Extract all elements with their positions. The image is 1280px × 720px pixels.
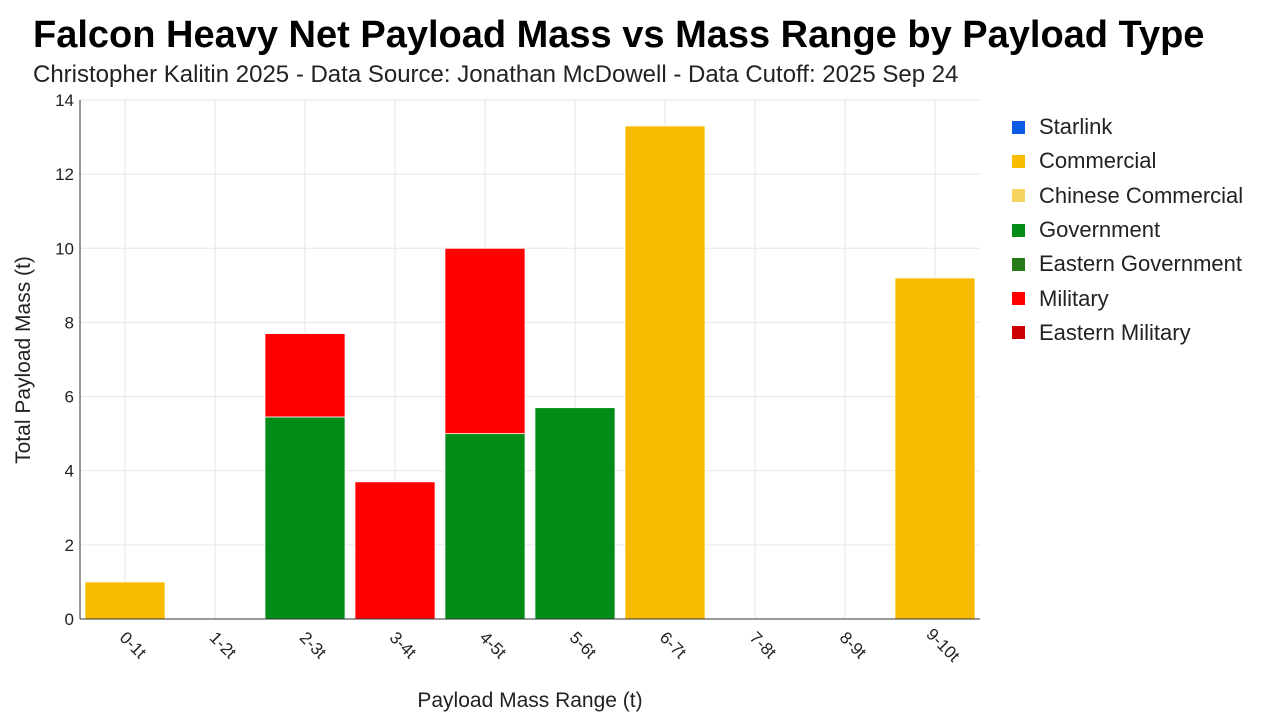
legend-label: Government	[1039, 217, 1161, 243]
legend-item[interactable]: Government	[1012, 213, 1243, 247]
x-axis-label: Payload Mass Range (t)	[417, 689, 642, 712]
legend-label: Chinese Commercial	[1039, 182, 1244, 208]
axes	[79, 100, 980, 620]
x-tick-label: 8-9t	[836, 628, 870, 662]
bar-segment	[444, 247, 526, 435]
legend-label: Eastern Government	[1039, 251, 1242, 277]
legend-swatch	[1012, 326, 1025, 340]
bar-segment	[264, 333, 346, 418]
legend-item[interactable]: Military	[1012, 281, 1243, 315]
x-tick-label: 4-5t	[476, 628, 510, 662]
x-tick-label: 6-7t	[656, 628, 690, 662]
y-tick-label: 14	[55, 91, 74, 110]
y-tick-label: 10	[55, 239, 74, 258]
legend-label: Starlink	[1039, 114, 1113, 140]
legend-item[interactable]: Starlink	[1012, 110, 1243, 144]
legend-label: Military	[1039, 285, 1109, 311]
bar-segment	[624, 125, 706, 620]
x-tick-label: 2-3t	[296, 628, 330, 662]
legend-swatch	[1012, 154, 1025, 168]
bar-segment	[534, 407, 616, 620]
legend-label: Eastern Military	[1039, 319, 1191, 345]
legend-label: Commercial	[1039, 148, 1157, 174]
x-tick-label: 3-4t	[386, 628, 420, 662]
legend-item[interactable]: Chinese Commercial	[1012, 179, 1243, 213]
legend-swatch	[1012, 292, 1025, 306]
y-tick-label: 12	[55, 165, 74, 184]
chart-subtitle: Christopher Kalitin 2025 - Data Source: …	[33, 61, 959, 88]
y-tick-label: 6	[65, 388, 74, 407]
x-tick-label: 5-6t	[566, 628, 600, 662]
x-tick-label: 1-2t	[206, 628, 240, 662]
chart-title: Falcon Heavy Net Payload Mass vs Mass Ra…	[33, 14, 1205, 56]
grid-lines	[80, 99, 980, 619]
bar-segment	[444, 433, 526, 620]
x-tick-label: 7-8t	[746, 628, 780, 662]
y-tick-label: 0	[65, 610, 74, 629]
legend-item[interactable]: Eastern Military	[1012, 316, 1243, 350]
y-tick-label: 8	[65, 313, 74, 332]
y-tick-labels: 0 2 4 6 8 10 12 14	[55, 91, 74, 629]
x-tick-label: 0-1t	[116, 628, 150, 662]
bars	[84, 125, 976, 620]
y-axis-label: Total Payload Mass (t)	[12, 256, 35, 464]
bar-segment	[894, 277, 976, 620]
legend-swatch	[1012, 257, 1025, 271]
bar-segment	[84, 581, 166, 620]
legend: Starlink Commercial Chinese Commercial Gove…	[1012, 110, 1243, 350]
y-tick-label: 2	[65, 536, 74, 555]
legend-swatch	[1012, 120, 1025, 134]
legend-swatch	[1012, 189, 1025, 203]
x-tick-label: 9-10t	[922, 625, 963, 666]
x-tick-labels: 0-1t 1-2t 2-3t 3-4t 4-5t 5-6t 6-7t 7-8t 8-9t 9-10…	[116, 625, 964, 666]
legend-item[interactable]: Commercial	[1012, 144, 1243, 178]
legend-swatch	[1012, 223, 1025, 237]
y-tick-label: 4	[65, 462, 74, 481]
bar-segment	[354, 481, 436, 620]
bar-segment	[264, 416, 346, 620]
legend-item[interactable]: Eastern Government	[1012, 247, 1243, 281]
